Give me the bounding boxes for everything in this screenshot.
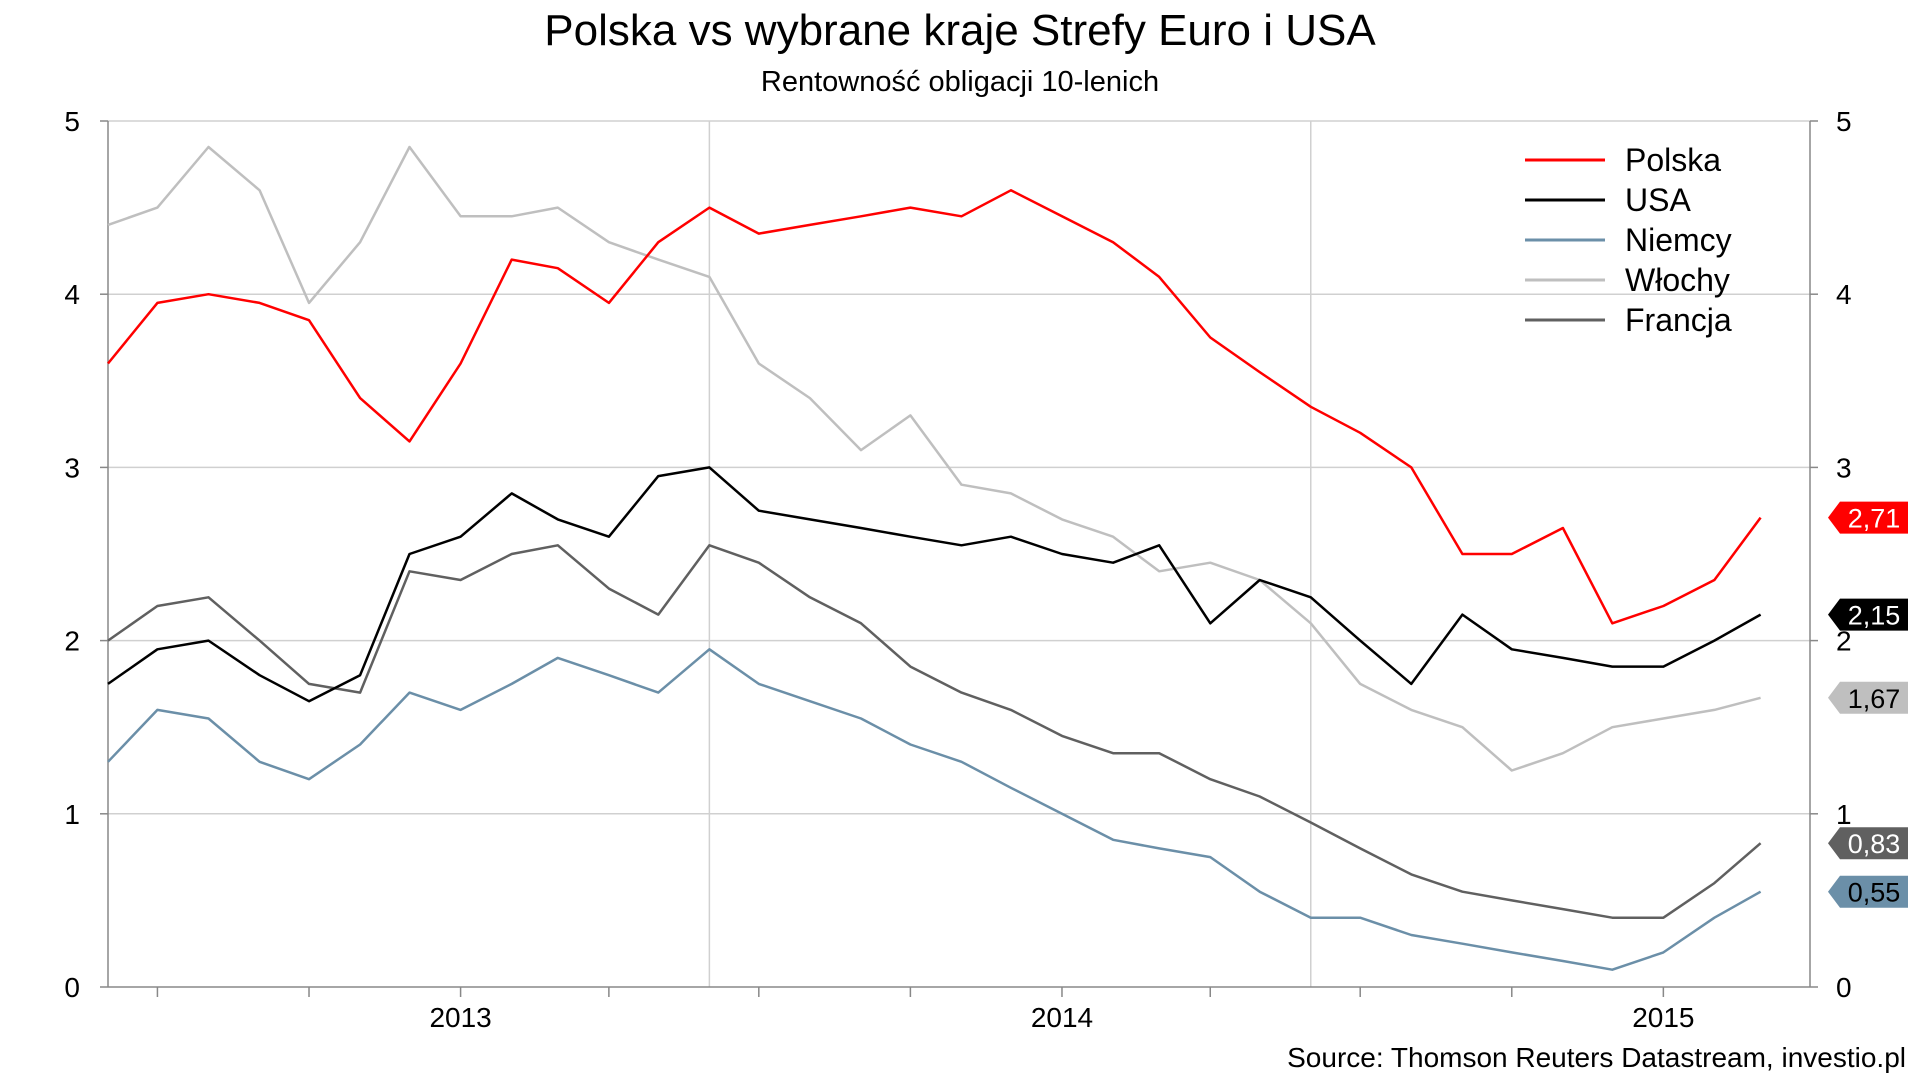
- x-tick-label: 2014: [1031, 1002, 1093, 1033]
- end-value-label: 0,83: [1848, 829, 1901, 859]
- y-tick-label-right: 0: [1836, 972, 1852, 1003]
- end-value-label: 1,67: [1848, 684, 1901, 714]
- legend-label: Niemcy: [1625, 222, 1732, 258]
- y-tick-label-left: 5: [64, 106, 80, 137]
- y-tick-label-right: 5: [1836, 106, 1852, 137]
- y-tick-label-right: 4: [1836, 279, 1852, 310]
- y-tick-label-right: 1: [1836, 799, 1852, 830]
- y-tick-label-left: 4: [64, 279, 80, 310]
- legend-label: Polska: [1625, 142, 1721, 178]
- series-line-francja: [107, 544, 1762, 919]
- x-tick-label: 2015: [1632, 1002, 1694, 1033]
- legend-label: Włochy: [1625, 262, 1730, 298]
- legend-label: Francja: [1625, 302, 1732, 338]
- y-tick-label-right: 2: [1836, 626, 1852, 657]
- end-value-flag: [1828, 681, 1908, 714]
- y-tick-label-right: 3: [1836, 452, 1852, 483]
- end-value-flag: [1828, 501, 1908, 534]
- x-tick-label: 2013: [429, 1002, 491, 1033]
- series-line-polska: [107, 189, 1762, 625]
- series-line-usa: [107, 466, 1762, 703]
- series-line-włochy: [107, 145, 1761, 772]
- end-value-flag: [1828, 827, 1908, 860]
- end-value-label: 0,55: [1848, 878, 1901, 908]
- end-value-flag: [1828, 875, 1908, 908]
- y-tick-label-left: 0: [64, 972, 80, 1003]
- y-tick-label-left: 3: [64, 452, 80, 483]
- y-tick-label-left: 1: [64, 799, 80, 830]
- source-note: Source: Thomson Reuters Datastream, inve…: [1287, 1042, 1906, 1073]
- legend-label: USA: [1625, 182, 1691, 218]
- chart-subtitle: Rentowność obligacji 10-lenich: [760, 66, 1160, 98]
- series-line-niemcy: [107, 648, 1762, 971]
- end-value-label: 2,71: [1848, 504, 1901, 534]
- end-value-label: 2,15: [1848, 601, 1901, 631]
- chart-title: Polska vs wybrane kraje Strefy Euro i US…: [544, 6, 1376, 55]
- y-tick-label-left: 2: [64, 626, 80, 657]
- end-value-flag: [1828, 598, 1908, 631]
